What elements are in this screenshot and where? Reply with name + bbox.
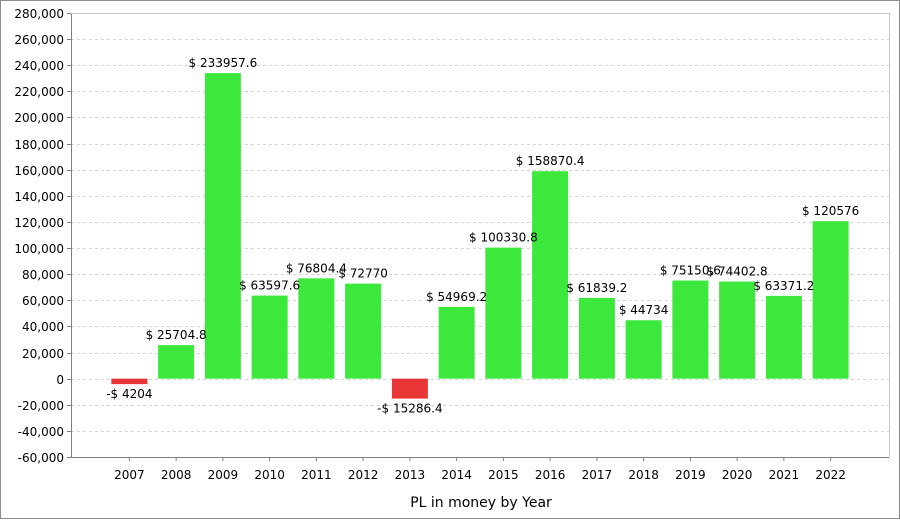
- data-label: $ 100330.8: [469, 231, 538, 245]
- data-labels: -$ 4204 $ 25704.8 $ 233957.6 $ 63597.6 $ 768…: [106, 56, 859, 415]
- bar-2011: [298, 278, 335, 379]
- bar-2007: [111, 378, 148, 385]
- data-label: $ 72770: [338, 267, 388, 281]
- y-tick-label: 120,000: [14, 216, 64, 230]
- y-tick-label: 220,000: [14, 85, 64, 99]
- data-label: $ 74402.8: [707, 264, 768, 278]
- data-label: $ 120576: [802, 204, 859, 218]
- x-tick-label: 2007: [114, 468, 145, 482]
- y-tick-label: 20,000: [22, 347, 64, 361]
- y-tick-label: 180,000: [14, 138, 64, 152]
- y-tick-label: 60,000: [22, 294, 64, 308]
- data-label: -$ 15286.4: [377, 402, 442, 416]
- x-tick-label: 2019: [675, 468, 706, 482]
- y-tick-label: 100,000: [14, 242, 64, 256]
- data-label: $ 75150.6: [660, 264, 721, 278]
- x-tick-label: 2014: [441, 468, 472, 482]
- data-label: -$ 4204: [106, 387, 152, 401]
- y-tick-label: -40,000: [18, 425, 64, 439]
- data-label: $ 63371.2: [753, 279, 814, 293]
- y-tick-label: 200,000: [14, 111, 64, 125]
- bar-2008: [158, 345, 195, 379]
- data-label: $ 61839.2: [566, 281, 627, 295]
- data-label: $ 76804.4: [286, 261, 347, 275]
- x-tick-label: 2010: [254, 468, 285, 482]
- data-label: $ 233957.6: [189, 56, 258, 70]
- bar-2017: [578, 297, 615, 379]
- x-tick-label: 2009: [208, 468, 239, 482]
- x-tick-label: 2012: [348, 468, 379, 482]
- bar-2012: [345, 283, 382, 379]
- bar-2022: [812, 221, 849, 379]
- data-label: $ 25704.8: [146, 328, 207, 342]
- x-tick-label: 2013: [395, 468, 426, 482]
- bar-2013: [391, 378, 428, 399]
- x-tick-label: 2022: [815, 468, 846, 482]
- bars: [111, 73, 849, 399]
- bar-2016: [532, 171, 569, 379]
- bar-2019: [672, 280, 709, 379]
- x-tick-label: 2015: [488, 468, 519, 482]
- y-tick-label: -20,000: [18, 399, 64, 413]
- bar-2010: [251, 295, 288, 379]
- bar-2021: [765, 295, 802, 379]
- x-tick-label: 2021: [769, 468, 800, 482]
- y-tick-label: 40,000: [22, 320, 64, 334]
- x-tick-label: 2016: [535, 468, 566, 482]
- data-label: $ 158870.4: [516, 154, 585, 168]
- bar-2015: [485, 247, 522, 379]
- data-label: $ 44734: [619, 303, 669, 317]
- bar-2020: [719, 281, 756, 379]
- y-tick-label: -60,000: [18, 451, 64, 465]
- data-label: $ 63597.6: [239, 279, 300, 293]
- x-tick-label: 2017: [582, 468, 613, 482]
- bar-2014: [438, 306, 475, 379]
- x-tick-label: 2011: [301, 468, 332, 482]
- y-tick-label: 0: [56, 373, 64, 387]
- x-tick-label: 2018: [628, 468, 659, 482]
- bar-2018: [625, 320, 662, 379]
- data-label: $ 54969.2: [426, 290, 487, 304]
- y-tick-label: 80,000: [22, 268, 64, 282]
- bar-2009: [204, 73, 241, 379]
- y-axis-ticks: -60,000 -40,000 -20,000 0 20,000 40,000 60,000…: [14, 7, 71, 465]
- y-tick-label: 160,000: [14, 164, 64, 178]
- x-axis-title: PL in money by Year: [410, 495, 552, 511]
- y-tick-label: 280,000: [14, 7, 64, 21]
- y-tick-label: 240,000: [14, 59, 64, 73]
- y-tick-label: 140,000: [14, 190, 64, 204]
- x-axis-ticks: 2007 2008 2009 2010 2011 2012 2013 2014 2015 2016…: [114, 457, 846, 482]
- x-tick-label: 2008: [161, 468, 192, 482]
- x-tick-label: 2020: [722, 468, 753, 482]
- y-tick-label: 260,000: [14, 33, 64, 47]
